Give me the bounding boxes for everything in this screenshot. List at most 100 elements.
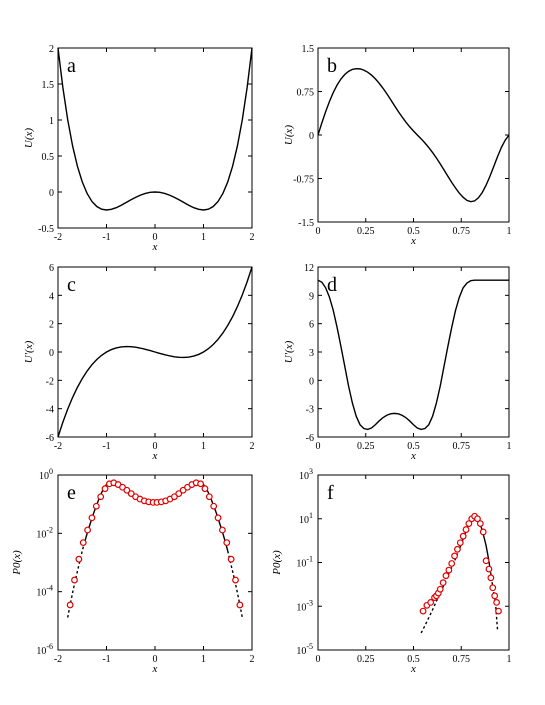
data-point: [436, 585, 444, 593]
data-point: [97, 493, 105, 501]
y-tick-label: 0.75: [297, 88, 315, 99]
y-tick-label: 101: [299, 511, 313, 526]
data-point: [79, 539, 87, 547]
data-point: [232, 576, 239, 584]
data-point: [71, 576, 78, 584]
data-point: [205, 493, 213, 501]
y-tick-label: 0: [49, 348, 54, 359]
x-tick-label: 1: [201, 441, 206, 452]
y-tick-label: -6: [306, 433, 314, 444]
x-tick-label: 0.75: [453, 654, 471, 665]
panel-letter: c: [67, 274, 76, 296]
x-tick-label: 0: [316, 654, 321, 665]
panel-letter: e: [67, 482, 76, 504]
data-point: [170, 493, 178, 501]
x-tick-label: -1: [102, 654, 110, 665]
y-tick-label: -6: [46, 433, 54, 444]
x-tick-label: 0.5: [407, 441, 420, 452]
x-tick-label: 2: [250, 232, 255, 243]
y-tick-label: -2: [46, 376, 54, 387]
x-axis-label: x: [410, 235, 416, 247]
y-axis-label: U(x): [23, 128, 35, 148]
data-point: [427, 599, 435, 606]
data-point: [84, 526, 91, 534]
data-point: [227, 555, 235, 563]
x-tick-label: -1: [102, 232, 110, 243]
x-axis-label: x: [410, 663, 416, 675]
y-tick-label: -1.5: [298, 218, 314, 229]
plot-frame: [317, 266, 510, 438]
panel-letter: f: [327, 482, 334, 504]
data-point: [448, 560, 456, 567]
y-tick-label: 1.5: [302, 44, 315, 55]
panel-letter: a: [67, 55, 76, 77]
y-axis-label: U(x): [283, 125, 295, 145]
y-tick-label: 12: [304, 263, 314, 274]
data-point: [201, 485, 209, 493]
panel-letter: b: [327, 55, 337, 77]
data-point: [454, 545, 461, 553]
x-axis-label: x: [410, 450, 416, 462]
y-tick-label: 103: [299, 467, 313, 482]
x-tick-label: 0: [316, 441, 321, 452]
y-tick-label: 0.5: [42, 152, 55, 163]
data-point: [439, 579, 447, 587]
data-point: [465, 520, 473, 527]
x-tick-label: 0: [316, 226, 321, 237]
data-point: [236, 601, 244, 609]
x-tick-label: -2: [54, 654, 62, 665]
y-tick-label: -0.75: [293, 175, 314, 186]
panel-e: -2 -1 0 1 2 10-6 10-4 10-2 100 x P0(x) e: [11, 467, 255, 675]
y-tick-label: 3: [309, 348, 314, 359]
x-axis-label: x: [152, 241, 158, 253]
data-point: [462, 526, 470, 533]
y-axis-label: P0(x): [11, 550, 23, 576]
y-tick-label: 2: [49, 44, 54, 55]
y-tick-label: 0: [309, 376, 314, 387]
data-point: [495, 607, 502, 615]
y-tick-label: 2: [49, 320, 54, 331]
y-tick-label: 0: [49, 188, 54, 199]
y-tick-label: 1: [49, 116, 54, 127]
plot-frame: [317, 474, 510, 651]
data-point: [175, 490, 183, 498]
y-tick-label: 4: [49, 291, 54, 302]
x-tick-label: 0.75: [453, 441, 471, 452]
x-tick-label: 0.5: [407, 654, 420, 665]
x-tick-label: 0.25: [357, 226, 375, 237]
x-tick-label: 0.5: [407, 226, 420, 237]
data-point: [451, 552, 458, 560]
panel-c: -2 -1 0 1 2 -6 -4 -2 0 2 4 6 x U'(x) c: [23, 263, 255, 462]
x-tick-label: 0: [153, 232, 158, 243]
y-tick-label: 10-3: [296, 598, 313, 613]
y-tick-label: 10-6: [36, 642, 53, 657]
y-axis-label: P0(x): [271, 550, 283, 576]
y-axis-label: U'(x): [283, 340, 295, 363]
series-line: [57, 266, 253, 438]
x-tick-label: 1: [507, 654, 512, 665]
data-point: [482, 557, 490, 565]
data-point: [474, 515, 481, 523]
x-axis-label: x: [152, 663, 158, 675]
data-point: [491, 592, 499, 600]
y-tick-label: 100: [39, 467, 53, 482]
y-tick-label: -4: [46, 405, 54, 416]
y-tick-label: 10-5: [296, 642, 313, 657]
x-tick-label: 0.25: [357, 441, 375, 452]
y-tick-label: 6: [309, 320, 314, 331]
data-point: [419, 607, 427, 615]
y-tick-label: 10-2: [36, 525, 53, 540]
x-tick-label: 1: [201, 654, 206, 665]
data-point: [66, 601, 74, 609]
data-point: [101, 485, 109, 493]
series-line: [57, 47, 253, 211]
panel-letter: d: [327, 274, 337, 296]
x-tick-label: 1: [507, 226, 512, 237]
panel-f: 0 0.25 0.5 0.75 1 10-5 10-3 10-1 101 103 x P0(x) f: [271, 467, 512, 675]
x-tick-label: 2: [250, 654, 255, 665]
fit-curve-tail: [67, 541, 86, 618]
data-point: [487, 574, 495, 582]
series-line: [317, 67, 510, 203]
x-tick-label: 2: [250, 441, 255, 452]
